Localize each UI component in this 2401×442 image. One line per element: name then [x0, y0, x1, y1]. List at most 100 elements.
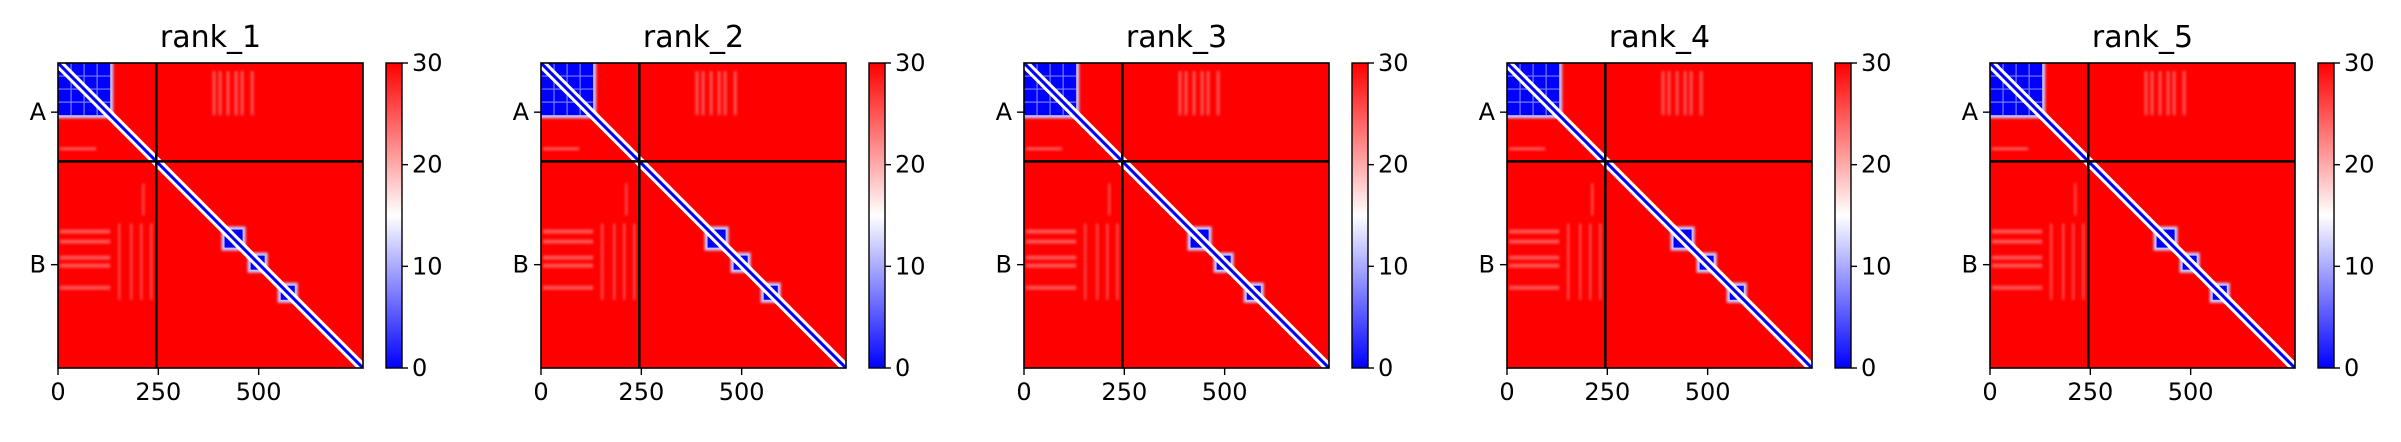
heatmap-rank_2	[541, 63, 846, 368]
band	[1200, 71, 1204, 116]
diagonal	[1024, 63, 1329, 368]
band	[1683, 71, 1687, 116]
colorbar-tick-label: 10	[895, 252, 926, 280]
heatmap-bands	[543, 71, 737, 300]
x-tick-label: 500	[1685, 378, 1731, 406]
heatmap-bands	[1509, 71, 1703, 300]
y-tick-label: B	[30, 251, 46, 279]
band	[613, 223, 616, 300]
x-tick-label: 500	[719, 378, 765, 406]
y-tick-label: A	[1479, 98, 1496, 126]
colorbar	[869, 63, 885, 368]
band	[1992, 285, 2043, 290]
band	[2062, 223, 2065, 300]
colorbar-tick-label: 20	[2344, 151, 2375, 179]
band	[1599, 223, 1602, 300]
band	[60, 147, 97, 151]
band	[1992, 255, 2043, 260]
heatmap-bands	[60, 71, 254, 300]
x-tick-label: 0	[1016, 378, 1031, 406]
band	[1589, 223, 1592, 300]
axes-frame	[57, 62, 364, 369]
band	[212, 71, 216, 116]
band	[543, 263, 594, 268]
band	[1579, 223, 1582, 300]
axes-frame	[540, 62, 847, 369]
diagonal	[58, 63, 363, 368]
band	[1106, 223, 1109, 300]
band	[130, 223, 133, 300]
band	[1992, 239, 2043, 244]
panel-rank_1: rank_1 0 250 500 A B 0 10 20 30	[30, 20, 443, 406]
band	[1509, 285, 1560, 290]
colorbar-tick-label: 30	[1861, 49, 1892, 77]
x-tick-label: 0	[1499, 378, 1514, 406]
band	[2182, 71, 2186, 116]
band	[2166, 71, 2170, 116]
band	[633, 223, 636, 300]
band	[1992, 263, 2043, 268]
x-tick-label: 0	[50, 378, 65, 406]
y-tick-label: B	[1962, 251, 1978, 279]
band	[1026, 255, 1077, 260]
colorbar-tick-label: 20	[412, 151, 443, 179]
band	[1026, 239, 1077, 244]
band	[1192, 71, 1196, 116]
colorbar-tick-label: 30	[1378, 49, 1409, 77]
band	[140, 223, 143, 300]
band	[1689, 71, 1693, 116]
band	[60, 285, 111, 290]
x-tick-label: 250	[1584, 378, 1630, 406]
colorbar-tick-label: 20	[1378, 151, 1409, 179]
colorbar	[1835, 63, 1851, 368]
panel-rank_4: rank_4 0 250 500 A B 0 10 20 30	[1479, 20, 1892, 406]
panel-title: rank_2	[643, 20, 744, 55]
colorbar-frame	[868, 62, 886, 369]
band	[543, 229, 594, 234]
panel-rank_2: rank_2 0 250 500 A B 0 10 20 30	[513, 20, 926, 406]
heatmap-bands	[1026, 71, 1220, 300]
band	[226, 71, 230, 116]
x-tick-label: 250	[1101, 378, 1147, 406]
y-tick-label: A	[996, 98, 1013, 126]
heatmap-rank_1	[58, 63, 363, 368]
axes-frame	[1989, 62, 2296, 369]
y-tick-label: A	[1962, 98, 1979, 126]
panel-title: rank_4	[1609, 20, 1710, 55]
y-tick-label: A	[513, 98, 530, 126]
diagonal	[1507, 63, 1812, 368]
y-tick-label: B	[1479, 251, 1495, 279]
colorbar-tick-label: 0	[2344, 354, 2359, 382]
band	[1116, 223, 1119, 300]
colorbar-tick-label: 0	[1378, 354, 1393, 382]
colorbar-tick-label: 30	[412, 49, 443, 77]
band	[1206, 71, 1210, 116]
band	[60, 255, 111, 260]
panel-rank_3: rank_3 0 250 500 A B 0 10 20 30	[996, 20, 1409, 406]
colorbar-tick-label: 10	[1861, 252, 1892, 280]
colorbar-tick-label: 10	[412, 252, 443, 280]
colorbar-tick-label: 30	[895, 49, 926, 77]
band	[240, 71, 244, 116]
axes-frame	[1023, 62, 1330, 369]
band	[1992, 147, 2029, 151]
band	[695, 71, 699, 116]
axes-frame	[1506, 62, 1813, 369]
band	[142, 183, 145, 216]
band	[1661, 71, 1665, 116]
colorbar-frame	[1834, 62, 1852, 369]
band	[543, 239, 594, 244]
band	[2158, 71, 2162, 116]
band	[250, 71, 254, 116]
panel-title: rank_5	[2092, 20, 2193, 55]
heatmap-rank_4	[1507, 63, 1812, 368]
band	[1667, 71, 1671, 116]
colorbar-tick-label: 0	[412, 354, 427, 382]
heatmap-rank_5	[1990, 63, 2295, 368]
band	[1509, 147, 1546, 151]
x-tick-label: 250	[135, 378, 181, 406]
band	[1591, 183, 1594, 216]
band	[1178, 71, 1182, 116]
band	[2082, 223, 2085, 300]
